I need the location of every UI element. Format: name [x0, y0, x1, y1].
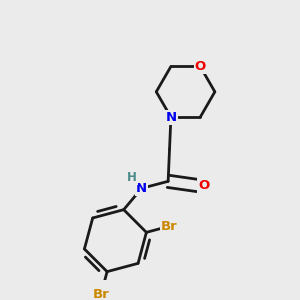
- Text: N: N: [165, 111, 176, 124]
- Text: Br: Br: [93, 288, 109, 300]
- Text: O: O: [198, 179, 209, 192]
- Text: O: O: [195, 60, 206, 73]
- Text: Br: Br: [161, 220, 178, 233]
- Text: N: N: [136, 182, 147, 195]
- Text: H: H: [127, 171, 137, 184]
